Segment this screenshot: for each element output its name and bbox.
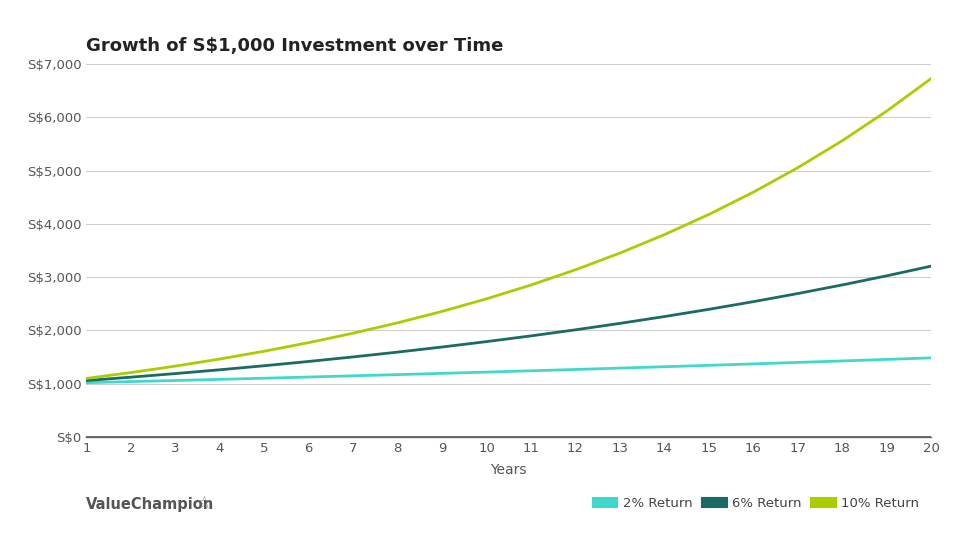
2% Return bbox=[925, 354, 937, 361]
Text: ☆: ☆ bbox=[197, 494, 211, 512]
Line: 10% Return: 10% Return bbox=[86, 78, 931, 378]
2% Return bbox=[614, 365, 626, 372]
6% Return bbox=[170, 370, 181, 377]
2% Return bbox=[303, 374, 315, 380]
6% Return bbox=[614, 320, 626, 327]
10% Return bbox=[125, 369, 136, 376]
10% Return bbox=[214, 356, 226, 362]
10% Return bbox=[748, 189, 759, 196]
10% Return bbox=[836, 138, 848, 144]
2% Return bbox=[569, 366, 581, 373]
2% Return bbox=[214, 376, 226, 383]
6% Return bbox=[836, 282, 848, 288]
10% Return bbox=[703, 211, 714, 217]
Text: ValueChampion: ValueChampion bbox=[86, 497, 215, 512]
6% Return bbox=[348, 354, 359, 360]
X-axis label: Years: Years bbox=[491, 463, 527, 477]
6% Return bbox=[525, 333, 537, 339]
2% Return bbox=[659, 364, 670, 370]
2% Return bbox=[392, 372, 403, 378]
10% Return bbox=[925, 75, 937, 82]
10% Return bbox=[81, 375, 92, 382]
Line: 2% Return: 2% Return bbox=[86, 358, 931, 383]
10% Return bbox=[303, 340, 315, 346]
10% Return bbox=[437, 308, 448, 314]
6% Return bbox=[214, 367, 226, 373]
6% Return bbox=[569, 327, 581, 333]
6% Return bbox=[659, 313, 670, 320]
2% Return bbox=[703, 362, 714, 368]
2% Return bbox=[792, 359, 804, 366]
Legend: 2% Return, 6% Return, 10% Return: 2% Return, 6% Return, 10% Return bbox=[591, 492, 924, 516]
2% Return bbox=[481, 369, 492, 375]
6% Return bbox=[81, 377, 92, 384]
10% Return bbox=[258, 348, 270, 354]
10% Return bbox=[481, 296, 492, 302]
10% Return bbox=[392, 320, 403, 326]
2% Return bbox=[881, 356, 893, 362]
2% Return bbox=[748, 361, 759, 367]
6% Return bbox=[881, 272, 893, 279]
Text: Growth of S$1,000 Investment over Time: Growth of S$1,000 Investment over Time bbox=[86, 37, 504, 55]
6% Return bbox=[258, 362, 270, 369]
2% Return bbox=[170, 377, 181, 384]
6% Return bbox=[748, 298, 759, 305]
2% Return bbox=[437, 370, 448, 376]
2% Return bbox=[836, 358, 848, 364]
6% Return bbox=[703, 306, 714, 312]
2% Return bbox=[125, 378, 136, 385]
10% Return bbox=[170, 363, 181, 369]
10% Return bbox=[792, 165, 804, 171]
2% Return bbox=[258, 375, 270, 382]
6% Return bbox=[925, 263, 937, 269]
10% Return bbox=[881, 108, 893, 114]
6% Return bbox=[437, 344, 448, 350]
10% Return bbox=[659, 231, 670, 238]
6% Return bbox=[481, 338, 492, 345]
10% Return bbox=[525, 282, 537, 288]
10% Return bbox=[348, 330, 359, 336]
6% Return bbox=[792, 290, 804, 297]
6% Return bbox=[125, 374, 136, 381]
6% Return bbox=[303, 358, 315, 365]
2% Return bbox=[81, 379, 92, 386]
2% Return bbox=[525, 368, 537, 374]
10% Return bbox=[569, 266, 581, 273]
Line: 6% Return: 6% Return bbox=[86, 266, 931, 381]
10% Return bbox=[614, 250, 626, 256]
2% Return bbox=[348, 373, 359, 379]
6% Return bbox=[392, 349, 403, 356]
